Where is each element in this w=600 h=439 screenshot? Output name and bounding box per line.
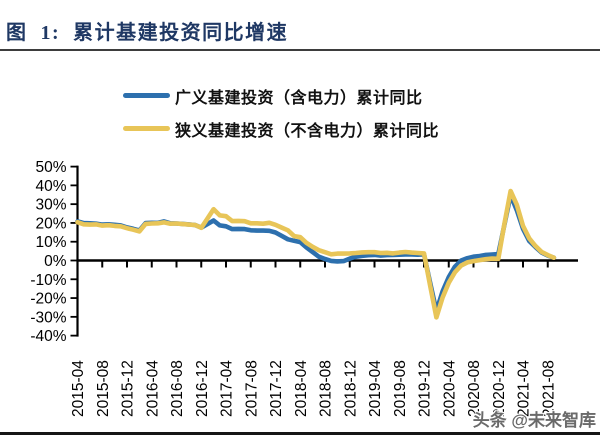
x-tick-label: 2019-04 bbox=[367, 360, 384, 417]
x-tick-label: 2018-12 bbox=[342, 360, 359, 417]
title-underline bbox=[0, 49, 600, 51]
x-tick-label: 2021-04 bbox=[516, 360, 533, 417]
series-line-broad bbox=[75, 192, 557, 314]
y-tick-label: 0% bbox=[44, 253, 67, 270]
y-tick-label: 30% bbox=[35, 197, 66, 214]
x-tick-label: 2017-08 bbox=[243, 360, 260, 417]
y-tick-label: 10% bbox=[35, 234, 66, 251]
y-tick-label: -10% bbox=[30, 272, 66, 289]
y-tick-label: 20% bbox=[35, 215, 66, 232]
x-tick-label: 2018-08 bbox=[318, 360, 335, 417]
x-tick-label: 2017-04 bbox=[219, 360, 236, 417]
y-tick-label: -30% bbox=[30, 309, 66, 326]
x-tick-label: 2020-12 bbox=[491, 360, 508, 417]
x-tick-label: 2016-04 bbox=[144, 360, 161, 417]
legend-item-narrow: 狭义基建投资（不含电力）累计同比 bbox=[123, 117, 439, 140]
legend-label-narrow: 狭义基建投资（不含电力）累计同比 bbox=[175, 122, 440, 140]
y-tick-label: 50% bbox=[35, 159, 66, 176]
x-tick-label: 2016-12 bbox=[194, 360, 211, 417]
chart-legend: 广义基建投资（含电力）累计同比 狭义基建投资（不含电力）累计同比 bbox=[123, 84, 439, 150]
x-tick-label: 2019-08 bbox=[392, 360, 409, 417]
x-tick-label: 2021-08 bbox=[540, 360, 557, 417]
figure-title: 图 1: 累计基建投资同比增速 bbox=[6, 22, 289, 44]
x-tick-label: 2017-12 bbox=[268, 360, 285, 417]
y-tick-label: -40% bbox=[30, 328, 66, 345]
series-line-narrow bbox=[75, 188, 557, 320]
x-tick-label: 2015-12 bbox=[120, 360, 137, 417]
legend-line-swatch-narrow bbox=[123, 126, 170, 131]
x-tick-label: 2015-08 bbox=[95, 360, 112, 417]
bottom-border bbox=[0, 432, 600, 435]
x-tick-label: 2016-08 bbox=[169, 360, 186, 417]
x-tick-label: 2019-12 bbox=[417, 360, 434, 417]
y-tick-label: -20% bbox=[30, 291, 66, 308]
y-tick-label: 40% bbox=[35, 178, 66, 195]
x-tick-label: 2020-04 bbox=[441, 360, 458, 417]
x-tick-label: 2018-04 bbox=[293, 360, 310, 417]
legend-item-broad: 广义基建投资（含电力）累计同比 bbox=[123, 84, 439, 107]
legend-line-swatch-broad bbox=[123, 93, 170, 98]
legend-label-broad: 广义基建投资（含电力）累计同比 bbox=[175, 89, 423, 107]
x-tick-label: 2015-04 bbox=[70, 360, 87, 417]
watermark: 头条 @未来智库 bbox=[472, 411, 596, 430]
x-tick-label: 2020-08 bbox=[466, 360, 483, 417]
